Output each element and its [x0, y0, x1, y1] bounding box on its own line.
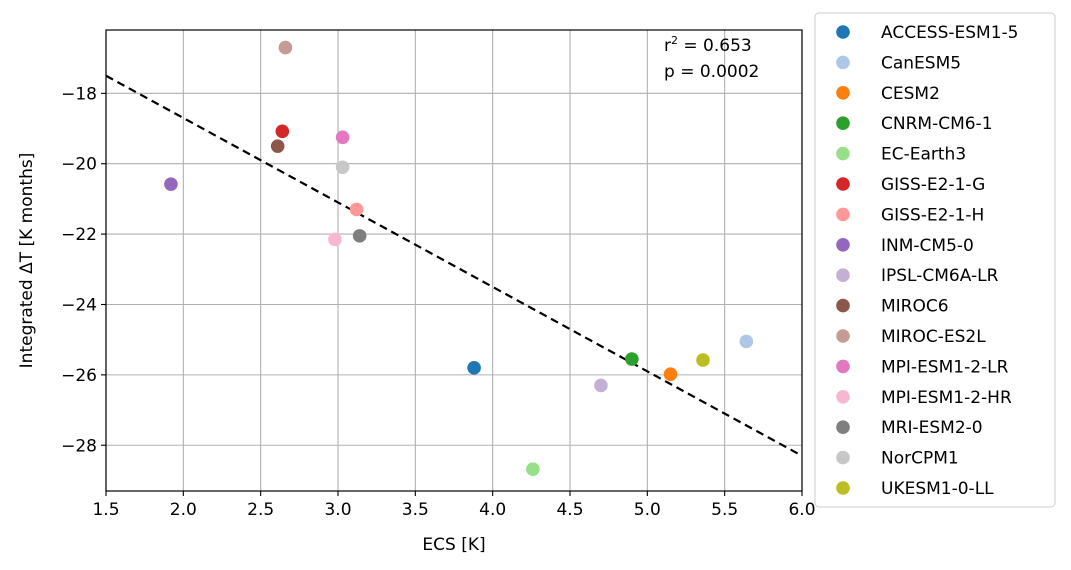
y-tick-label: −24: [61, 295, 97, 315]
y-tick-label: −18: [61, 84, 97, 104]
y-axis-label: Integrated ΔT [K months]: [17, 153, 37, 369]
data-point-miroc6: [270, 139, 285, 153]
data-point-mri-esm2-0: [352, 229, 367, 243]
legend-box: [814, 12, 1056, 508]
legend-marker: [836, 177, 850, 191]
x-tick-label: 6.0: [788, 500, 815, 520]
data-point-giss-e2-1-h: [349, 202, 364, 217]
x-tick-label: 2.5: [247, 500, 274, 520]
x-axis-ticks: 1.5 2.0 2.5 3.0 3.5 4.0 4.5 5.0 5.5 6.0: [92, 491, 816, 520]
x-tick-label: 3.5: [402, 500, 429, 520]
x-tick-label: 4.0: [479, 500, 506, 520]
legend: ACCESS-ESM1-5 CanESM5 CESM2 CNRM-CM6-1 EC-Ea…: [814, 12, 1056, 508]
legend-label: MPI-ESM1-2-LR: [881, 357, 1009, 377]
x-tick-label: 5.0: [634, 500, 661, 520]
x-axis-label: ECS [K]: [422, 535, 485, 555]
legend-marker: [836, 146, 850, 161]
grid: [105, 30, 803, 491]
data-point-canesm5: [739, 334, 754, 349]
legend-marker: [836, 359, 850, 374]
legend-marker: [836, 481, 850, 495]
legend-label: UKESM1-0-LL: [881, 479, 994, 499]
legend-marker: [836, 450, 850, 465]
data-point-ec-earth3: [526, 462, 540, 476]
legend-label: MRI-ESM2-0: [881, 418, 983, 438]
stats-annotation: r2 = 0.653 p = 0.0002: [664, 34, 759, 82]
legend-marker: [836, 238, 850, 252]
legend-label: IPSL-CM6A-LR: [881, 266, 999, 286]
data-point-ukesm1-0-ll: [696, 353, 710, 367]
x-tick-label: 4.5: [556, 500, 583, 520]
legend-marker: [836, 207, 850, 222]
legend-label: CNRM-CM6-1: [881, 114, 993, 134]
legend-marker: [836, 390, 850, 404]
x-tick-label: 5.5: [711, 500, 738, 520]
data-point-norcpm1: [335, 160, 350, 175]
legend-label: GISS-E2-1-G: [881, 175, 985, 195]
legend-marker: [836, 25, 850, 39]
r-squared-text: r2 = 0.653: [664, 34, 752, 56]
data-point-giss-e2-1-g: [275, 124, 290, 139]
data-point-inm-cm5-0: [164, 177, 178, 191]
data-point-mpi-esm1-2-lr: [335, 130, 350, 145]
legend-marker: [836, 55, 850, 70]
legend-marker: [836, 298, 850, 313]
r-squared-superscript: 2: [671, 34, 678, 47]
x-tick-label: 2.0: [170, 500, 197, 520]
data-point-cnrm-cm6-1: [625, 352, 639, 366]
legend-marker: [836, 86, 850, 100]
legend-marker: [836, 116, 850, 130]
data-point-cesm2: [663, 367, 678, 381]
y-tick-label: −22: [61, 225, 97, 245]
x-tick-label: 1.5: [92, 500, 119, 520]
legend-label: ACCESS-ESM1-5: [881, 23, 1019, 43]
legend-marker: [836, 329, 850, 343]
data-point-miroc-es2l: [278, 40, 293, 55]
r-squared-prefix: r: [664, 36, 671, 56]
legend-label: MIROC6: [881, 297, 949, 317]
regression-line-path: [105, 74, 803, 457]
legend-label: EC-Earth3: [881, 145, 966, 165]
x-tick-label: 3.0: [324, 500, 351, 520]
data-points: [164, 40, 754, 476]
r-squared-value: = 0.653: [678, 36, 752, 56]
legend-label: CanESM5: [881, 53, 961, 73]
legend-label: MIROC-ES2L: [881, 327, 986, 347]
legend-label: GISS-E2-1-H: [881, 205, 984, 225]
legend-label: CESM2: [881, 84, 940, 104]
data-point-mpi-esm1-2-hr: [328, 232, 342, 247]
y-tick-label: −20: [61, 155, 97, 175]
p-value-text: p = 0.0002: [664, 62, 759, 82]
y-tick-label: −26: [61, 366, 97, 386]
legend-label: MPI-ESM1-2-HR: [881, 388, 1012, 408]
legend-marker: [836, 268, 850, 283]
legend-label: NorCPM1: [881, 449, 959, 469]
y-axis-ticks: −28 −26 −24 −22 −20 −18: [61, 84, 106, 456]
regression-line: [105, 74, 803, 457]
legend-marker: [836, 420, 850, 435]
legend-label: INM-CM5-0: [881, 236, 974, 256]
y-tick-label: −28: [61, 436, 97, 456]
axes-frame: [105, 29, 803, 492]
data-point-ipsl-cm6a-lr: [594, 378, 608, 393]
data-point-access-esm1-5: [467, 361, 481, 375]
